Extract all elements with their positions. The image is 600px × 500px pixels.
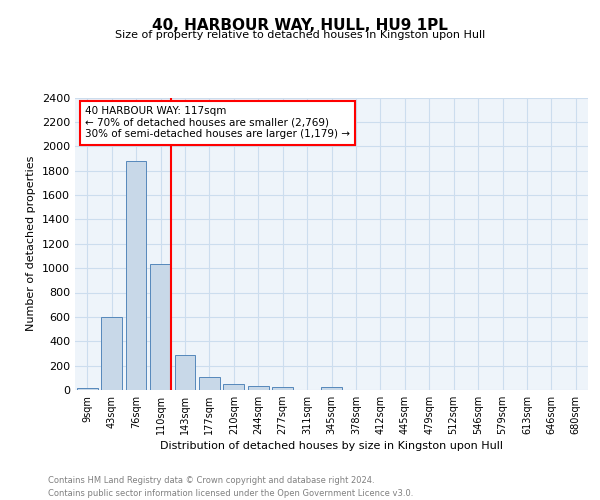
Text: 40 HARBOUR WAY: 117sqm
← 70% of detached houses are smaller (2,769)
30% of semi-: 40 HARBOUR WAY: 117sqm ← 70% of detached…	[85, 106, 350, 140]
Bar	[150, 264, 171, 390]
Text: Contains HM Land Registry data © Crown copyright and database right 2024.
Contai: Contains HM Land Registry data © Crown c…	[48, 476, 413, 498]
Bar	[77, 388, 98, 390]
Y-axis label: Number of detached properties: Number of detached properties	[26, 156, 37, 332]
Text: 40, HARBOUR WAY, HULL, HU9 1PL: 40, HARBOUR WAY, HULL, HU9 1PL	[152, 18, 448, 32]
Bar	[101, 317, 122, 390]
Bar	[321, 388, 342, 390]
Bar	[223, 384, 244, 390]
Bar	[125, 161, 146, 390]
Text: Size of property relative to detached houses in Kingston upon Hull: Size of property relative to detached ho…	[115, 30, 485, 40]
X-axis label: Distribution of detached houses by size in Kingston upon Hull: Distribution of detached houses by size …	[160, 442, 503, 452]
Bar	[199, 376, 220, 390]
Bar	[248, 386, 269, 390]
Bar	[175, 354, 196, 390]
Bar	[272, 388, 293, 390]
